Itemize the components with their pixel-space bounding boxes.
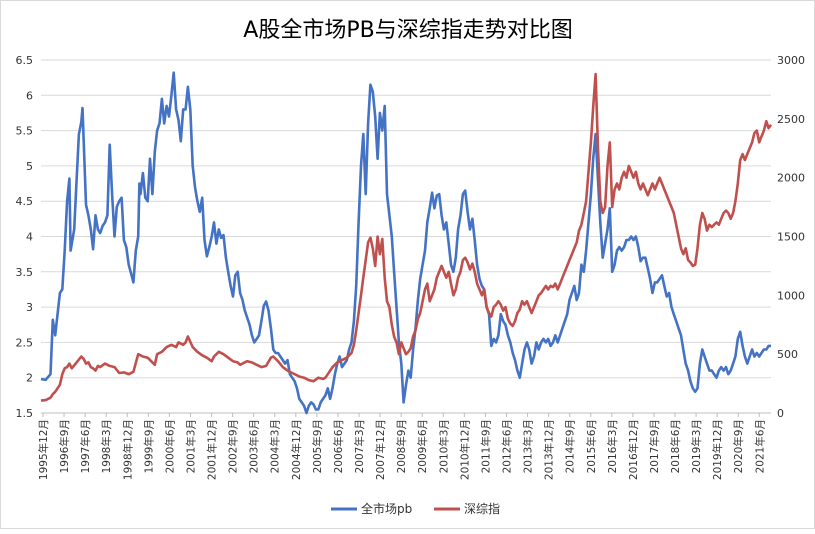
x-tick-label: 2009年6月 [416, 419, 429, 473]
x-tick-label: 2013年3月 [522, 419, 535, 473]
x-tick-label: 2017年9月 [648, 419, 661, 473]
x-tick-label: 2020年9月 [732, 419, 745, 473]
series-line-1 [40, 72, 773, 402]
series-lines [40, 71, 773, 415]
x-tick-label: 2014年9月 [564, 419, 577, 473]
x-tick-label: 2016年3月 [606, 419, 619, 473]
left-y-tick-label: 4 [26, 231, 33, 244]
x-tick-label: 1998年3月 [100, 419, 113, 473]
x-tick-label: 2019年3月 [690, 419, 703, 473]
x-tick-labels: 1995年12月 1996年9月 1997年6月 1998年3月 1998年12月 199… [37, 419, 766, 480]
x-tick-label: 2000年6月 [163, 419, 176, 473]
left-y-tick-label: 5 [26, 160, 33, 173]
left-y-tick-label: 6 [26, 89, 33, 102]
left-y-tick-label: 6.5 [16, 54, 34, 67]
x-tick-label: 2003年6月 [248, 419, 261, 473]
right-y-tick-labels: 0 500 1000 1500 2000 2500 3000 [777, 54, 805, 420]
x-tick-label: 2010年3月 [437, 419, 450, 473]
x-tick-label: 2005年9月 [311, 419, 324, 473]
left-y-tick-label: 3 [26, 301, 33, 314]
left-y-tick-label: 5.5 [16, 125, 34, 138]
x-tick-label: 2008年9月 [395, 419, 408, 473]
x-tick-label: 2010年12月 [458, 419, 471, 480]
left-y-tick-label: 4.5 [16, 195, 34, 208]
x-tick-label: 2001年3月 [184, 419, 197, 473]
left-y-tick-label: 3.5 [16, 266, 34, 279]
x-tick-label: 2021年6月 [753, 419, 766, 473]
right-y-tick-label: 500 [777, 348, 798, 361]
x-tick-label: 2007年12月 [374, 419, 387, 480]
left-y-tick-label: 2.5 [16, 336, 34, 349]
right-y-tick-label: 0 [777, 407, 784, 420]
x-tick-label: 1996年9月 [58, 419, 71, 473]
left-y-tick-label: 1.5 [16, 407, 34, 420]
right-y-tick-label: 2500 [777, 113, 805, 126]
right-y-tick-label: 1000 [777, 289, 805, 302]
x-tick-label: 1995年12月 [37, 419, 50, 480]
x-tick-label: 2011年9月 [479, 419, 492, 473]
legend-label: 全市场pb [361, 501, 412, 516]
chart-title: A股全市场PB与深综指走势对比图 [243, 18, 572, 43]
x-tick-label: 2006年6月 [332, 419, 345, 473]
axes [41, 412, 771, 417]
right-y-tick-label: 3000 [777, 54, 805, 67]
right-y-tick-label: 2000 [777, 172, 805, 185]
legend: 全市场pb 深综指 [331, 501, 500, 516]
x-tick-label: 2015年6月 [585, 419, 598, 473]
x-tick-label: 2012年6月 [500, 419, 513, 473]
x-tick-label: 2004年3月 [269, 419, 282, 473]
x-tick-label: 2002年9月 [227, 419, 240, 473]
x-tick-label: 1998年12月 [121, 419, 134, 480]
x-tick-label: 1999年9月 [142, 419, 155, 473]
x-tick-label: 2001年12月 [206, 419, 219, 480]
x-tick-label: 2004年12月 [290, 419, 303, 480]
right-y-tick-label: 1500 [777, 231, 805, 244]
x-tick-label: 2019年12月 [711, 419, 724, 480]
x-tick-label: 2007年3月 [353, 419, 366, 473]
left-y-tick-label: 2 [26, 372, 33, 385]
series-line-0 [40, 71, 771, 415]
x-tick-label: 1997年6月 [79, 419, 92, 473]
legend-label: 深综指 [464, 501, 500, 516]
grid-lines [41, 59, 771, 414]
left-y-tick-labels: 1.5 2 2.5 3 3.5 4 4.5 5 5.5 6 6.5 [16, 54, 34, 420]
x-tick-label: 2018年6月 [669, 419, 682, 473]
x-tick-label: 2013年12月 [543, 419, 556, 480]
x-tick-label: 2016年12月 [627, 419, 640, 480]
